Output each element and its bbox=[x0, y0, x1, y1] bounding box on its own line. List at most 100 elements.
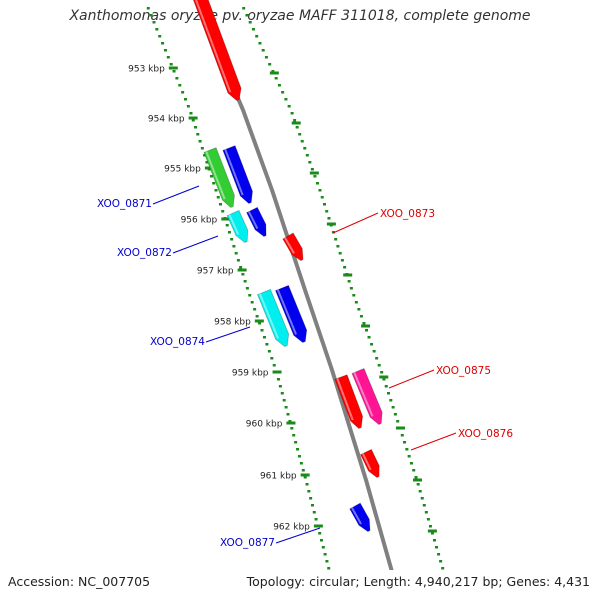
inner-tick-dot bbox=[307, 490, 311, 493]
inner-tick-dot bbox=[169, 63, 173, 66]
gene-arrow-xoo-0875-red[interactable] bbox=[334, 374, 364, 429]
gene-arrow-xoo-0874-blue[interactable] bbox=[274, 284, 308, 343]
outer-tick-dot bbox=[439, 560, 443, 563]
inner-tick-dot bbox=[214, 189, 218, 192]
gene-arrow-xoo-0872-blue[interactable] bbox=[246, 206, 267, 238]
inner-tick-dot bbox=[230, 238, 234, 241]
inner-tick-dot bbox=[203, 154, 207, 157]
outer-tick-dot bbox=[340, 259, 344, 262]
inner-tick-dot bbox=[284, 406, 288, 409]
inner-tick-dot bbox=[155, 28, 159, 31]
gene-label-xoo-0871[interactable]: XOO_0871 bbox=[97, 198, 152, 210]
inner-tick-dot bbox=[309, 497, 313, 500]
outer-tick-dot bbox=[281, 91, 285, 94]
inner-tick-dot bbox=[152, 21, 156, 24]
inner-tick-dot bbox=[149, 14, 153, 17]
outer-tick-dot bbox=[271, 70, 275, 73]
label-leader-line bbox=[388, 369, 435, 389]
outer-tick-dot bbox=[393, 413, 397, 416]
accession-text: Accession: NC_007705 bbox=[8, 574, 151, 589]
outer-tick-dot bbox=[357, 308, 361, 311]
inner-tick-dot bbox=[318, 532, 322, 535]
inner-tick-dot bbox=[198, 140, 202, 143]
kbp-tick-label: 957 kbp bbox=[197, 267, 234, 277]
outer-tick-dot bbox=[405, 448, 409, 451]
label-leader-line bbox=[275, 527, 321, 544]
gene-label-xoo-0872[interactable]: XOO_0872 bbox=[117, 247, 172, 259]
map-title: Xanthomonas oryzae pv. oryzae MAFF 31101… bbox=[69, 8, 531, 24]
gene-label-xoo-0874[interactable]: XOO_0874 bbox=[150, 336, 205, 348]
inner-tick-dot bbox=[301, 469, 305, 472]
gene-labels[interactable]: XOO_0871 XOO_0872 XOO_0873 XOO_0874 XOO_0875… bbox=[97, 198, 513, 549]
inner-tick-dot bbox=[286, 413, 290, 416]
outer-tick-dot bbox=[377, 364, 381, 367]
outer-tick-dot bbox=[349, 287, 353, 290]
outer-tick-dot bbox=[248, 21, 252, 24]
outer-tick-dot bbox=[430, 532, 434, 535]
outer-tick-dot bbox=[338, 252, 342, 255]
kbp-tick-label: 954 kbp bbox=[148, 115, 185, 125]
outer-tick-dot bbox=[251, 28, 255, 31]
gene-arrow-xoo-0875-magenta[interactable] bbox=[351, 367, 383, 425]
kbp-tick-label: 961 kbp bbox=[260, 472, 297, 482]
gene-label-xoo-0877[interactable]: XOO_0877 bbox=[220, 537, 275, 549]
inner-tick-dot bbox=[297, 455, 301, 458]
inner-tick-dot bbox=[288, 420, 292, 423]
inner-tick-dot bbox=[163, 49, 167, 52]
outer-tick-dot bbox=[384, 385, 388, 388]
inner-tick-dot bbox=[218, 203, 222, 206]
inner-tick-dot bbox=[243, 280, 247, 283]
outer-tick-dot bbox=[375, 357, 379, 360]
outer-tick-dot bbox=[387, 392, 391, 395]
label-leader-line bbox=[205, 326, 251, 343]
inner-tick-dot bbox=[172, 70, 176, 73]
gene-label-xoo-0876[interactable]: XOO_0876 bbox=[458, 428, 513, 440]
gene-features[interactable] bbox=[192, 0, 394, 600]
inner-tick-dot bbox=[200, 147, 204, 150]
gene-arrow-red-top[interactable] bbox=[192, 0, 242, 101]
gene-arrow-xoo-0876[interactable] bbox=[360, 448, 380, 478]
label-leaders bbox=[152, 185, 457, 544]
outer-tick-dot bbox=[327, 217, 331, 220]
outer-tick-dot bbox=[268, 63, 272, 66]
outer-tick-dot bbox=[362, 322, 366, 325]
inner-tick-dot bbox=[260, 329, 264, 332]
outer-tick-dot bbox=[287, 105, 291, 108]
outer-tick-dot bbox=[372, 350, 376, 353]
inner-tick-track bbox=[146, 7, 331, 570]
inner-tick-dot bbox=[184, 98, 187, 101]
gene-label-xoo-0873[interactable]: XOO_0873 bbox=[380, 208, 435, 220]
outer-tick-dot bbox=[277, 84, 281, 87]
inner-tick-dot bbox=[236, 259, 240, 262]
outer-tick-dot bbox=[303, 147, 307, 150]
inner-tick-dot bbox=[146, 7, 150, 10]
outer-tick-dot bbox=[331, 231, 335, 234]
gene-arrow-xoo-0871-blue[interactable] bbox=[222, 145, 253, 204]
inner-tick-dot bbox=[267, 350, 271, 353]
gene-arrow-xoo-0873[interactable] bbox=[282, 232, 304, 262]
inner-tick-dot bbox=[255, 315, 259, 318]
gene-label-xoo-0875[interactable]: XOO_0875 bbox=[436, 365, 491, 377]
inner-tick-dot bbox=[232, 245, 236, 248]
inner-tick-dot bbox=[227, 231, 231, 234]
inner-tick-dot bbox=[321, 546, 325, 549]
inner-tick-dot bbox=[196, 133, 200, 136]
inner-tick-dot bbox=[239, 266, 243, 269]
outer-tick-dot bbox=[325, 210, 329, 213]
gene-arrow-xoo-0874-cyan[interactable] bbox=[256, 288, 290, 347]
gene-arrow-xoo-0877[interactable] bbox=[349, 502, 371, 533]
kbp-tick-label: 955 kbp bbox=[164, 165, 201, 175]
outer-tick-dot bbox=[435, 546, 439, 549]
inner-tick-dot bbox=[166, 56, 170, 59]
outer-tick-dot bbox=[308, 161, 312, 164]
inner-tick-dot bbox=[303, 476, 307, 479]
outer-tick-dot bbox=[343, 266, 347, 269]
outer-tick-dot bbox=[418, 490, 422, 493]
inner-tick-dot bbox=[194, 126, 198, 129]
gene-arrow-xoo-0871-green[interactable] bbox=[203, 147, 235, 208]
label-leader-line bbox=[172, 235, 219, 254]
gene-arrow-xoo-0872-cyan[interactable] bbox=[226, 209, 249, 243]
inner-tick-dot bbox=[272, 364, 276, 367]
inner-tick-dot bbox=[248, 294, 252, 297]
